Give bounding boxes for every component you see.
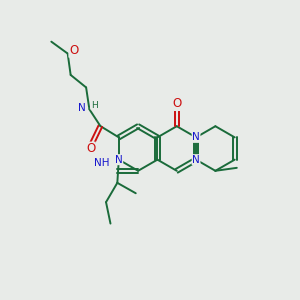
- Text: N: N: [115, 155, 123, 165]
- Text: N: N: [192, 132, 200, 142]
- Text: N: N: [78, 103, 86, 113]
- Text: O: O: [86, 142, 95, 155]
- Text: O: O: [69, 44, 78, 57]
- Text: O: O: [172, 98, 182, 110]
- Text: NH: NH: [94, 158, 110, 168]
- Text: N: N: [192, 155, 200, 165]
- Text: H: H: [91, 101, 98, 110]
